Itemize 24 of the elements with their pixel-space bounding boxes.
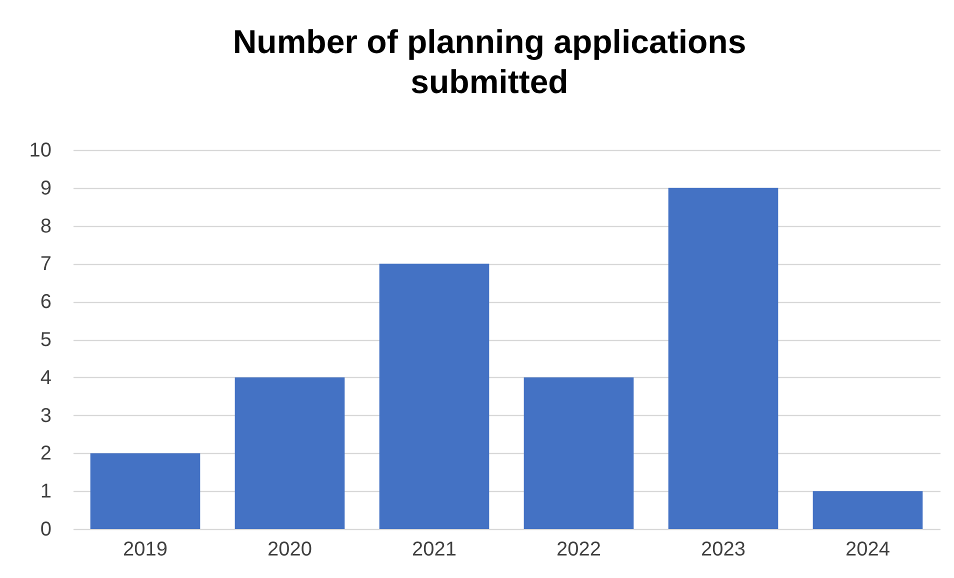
y-tick-label: 9	[40, 177, 52, 200]
y-tick-label: 5	[40, 329, 52, 351]
y-tick-label: 0	[40, 518, 52, 540]
y-tick-label: 8	[40, 215, 52, 238]
x-tick-label: 2021	[412, 538, 456, 560]
bar	[379, 264, 490, 529]
bar	[524, 377, 634, 529]
y-tick-label: 6	[40, 291, 52, 314]
x-tick-label: 2024	[846, 538, 890, 560]
x-tick-label: 2020	[268, 538, 312, 560]
x-tick-label: 2022	[556, 538, 601, 560]
chart-title: Number of planning applications submitted	[232, 23, 746, 100]
bar	[668, 188, 778, 529]
y-tick-label: 7	[40, 253, 52, 276]
bar	[234, 377, 345, 529]
bar	[812, 491, 923, 529]
y-tick-label: 3	[40, 404, 52, 427]
x-tick-label: 2019	[123, 538, 168, 560]
x-tick-label: 2023	[701, 538, 746, 560]
y-tick-label: 10	[29, 140, 52, 162]
y-tick-label: 1	[40, 480, 52, 503]
y-tick-label: 2	[40, 442, 52, 465]
bar	[90, 453, 200, 529]
y-tick-label: 4	[40, 366, 52, 389]
